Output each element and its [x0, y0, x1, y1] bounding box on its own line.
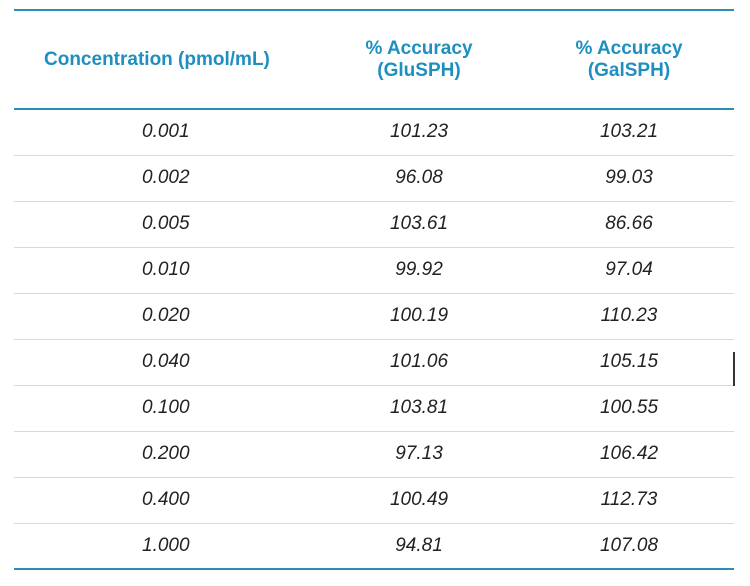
cell-accuracy-glusph: 103.61	[389, 213, 449, 234]
cell-accuracy-galsph: 106.42	[599, 443, 659, 464]
cell-concentration: 1.000	[142, 534, 190, 556]
cell-concentration: 0.200	[142, 443, 190, 464]
accuracy-table-container: Concentration (pmol/mL) % Accuracy (GluS…	[14, 9, 734, 570]
cell-concentration: 0.100	[142, 397, 190, 418]
cell-concentration: 0.020	[142, 305, 190, 326]
cell-concentration: 0.002	[142, 167, 190, 188]
table-row: 0.040 101.06 105.15	[14, 339, 734, 385]
cell-accuracy-glusph: 101.23	[389, 121, 449, 143]
header-accuracy-galsph: % Accuracy (GalSPH)	[524, 10, 734, 109]
cell-accuracy-galsph: 105.15	[599, 351, 659, 372]
table-row: 0.001 101.23 103.21	[14, 109, 734, 155]
text-cursor-mark	[733, 352, 735, 386]
table-row: 0.005 103.61 86.66	[14, 201, 734, 247]
cell-accuracy-glusph: 96.08	[395, 167, 443, 188]
table-row: 0.010 99.92 97.04	[14, 247, 734, 293]
cell-accuracy-glusph: 103.81	[389, 397, 449, 418]
table-row: 1.000 94.81 107.08	[14, 523, 734, 569]
cell-accuracy-glusph: 101.06	[389, 351, 449, 372]
cell-accuracy-galsph: 110.23	[600, 305, 658, 326]
cell-accuracy-galsph: 103.21	[599, 121, 659, 143]
cell-accuracy-galsph: 100.55	[599, 397, 659, 418]
accuracy-table: Concentration (pmol/mL) % Accuracy (GluS…	[14, 9, 734, 570]
cell-accuracy-glusph: 100.49	[389, 489, 449, 510]
header-concentration-label: Concentration (pmol/mL)	[44, 48, 270, 70]
cell-concentration: 0.040	[142, 351, 190, 372]
cell-accuracy-glusph: 94.81	[395, 534, 443, 556]
header-concentration: Concentration (pmol/mL)	[14, 10, 314, 109]
header-row: Concentration (pmol/mL) % Accuracy (GluS…	[14, 10, 734, 109]
header-glusph-line2: (GluSPH)	[377, 59, 461, 81]
cell-concentration: 0.005	[142, 213, 190, 234]
cell-concentration: 0.001	[142, 121, 190, 143]
table-header: Concentration (pmol/mL) % Accuracy (GluS…	[14, 10, 734, 109]
table-row: 0.020 100.19 110.23	[14, 293, 734, 339]
header-galsph-line2: (GalSPH)	[587, 59, 671, 81]
table-body: 0.001 101.23 103.21 0.002 96.08 99.03 0.…	[14, 109, 734, 569]
cell-accuracy-glusph: 97.13	[395, 443, 443, 464]
table-row: 0.400 100.49 112.73	[14, 477, 734, 523]
cell-accuracy-galsph: 107.08	[599, 534, 659, 556]
table-row: 0.100 103.81 100.55	[14, 385, 734, 431]
table-row: 0.200 97.13 106.42	[14, 431, 734, 477]
header-galsph-line1: % Accuracy	[575, 37, 683, 59]
header-glusph-line1: % Accuracy	[365, 37, 473, 59]
header-accuracy-glusph: % Accuracy (GluSPH)	[314, 10, 524, 109]
cell-accuracy-galsph: 86.66	[605, 213, 653, 234]
cell-accuracy-glusph: 100.19	[389, 305, 449, 326]
cell-accuracy-galsph: 99.03	[605, 167, 653, 188]
cell-accuracy-galsph: 112.73	[600, 489, 658, 510]
cell-accuracy-galsph: 97.04	[605, 259, 653, 280]
cell-accuracy-glusph: 99.92	[395, 259, 443, 280]
cell-concentration: 0.400	[142, 489, 190, 510]
cell-concentration: 0.010	[142, 259, 190, 280]
table-row: 0.002 96.08 99.03	[14, 155, 734, 201]
